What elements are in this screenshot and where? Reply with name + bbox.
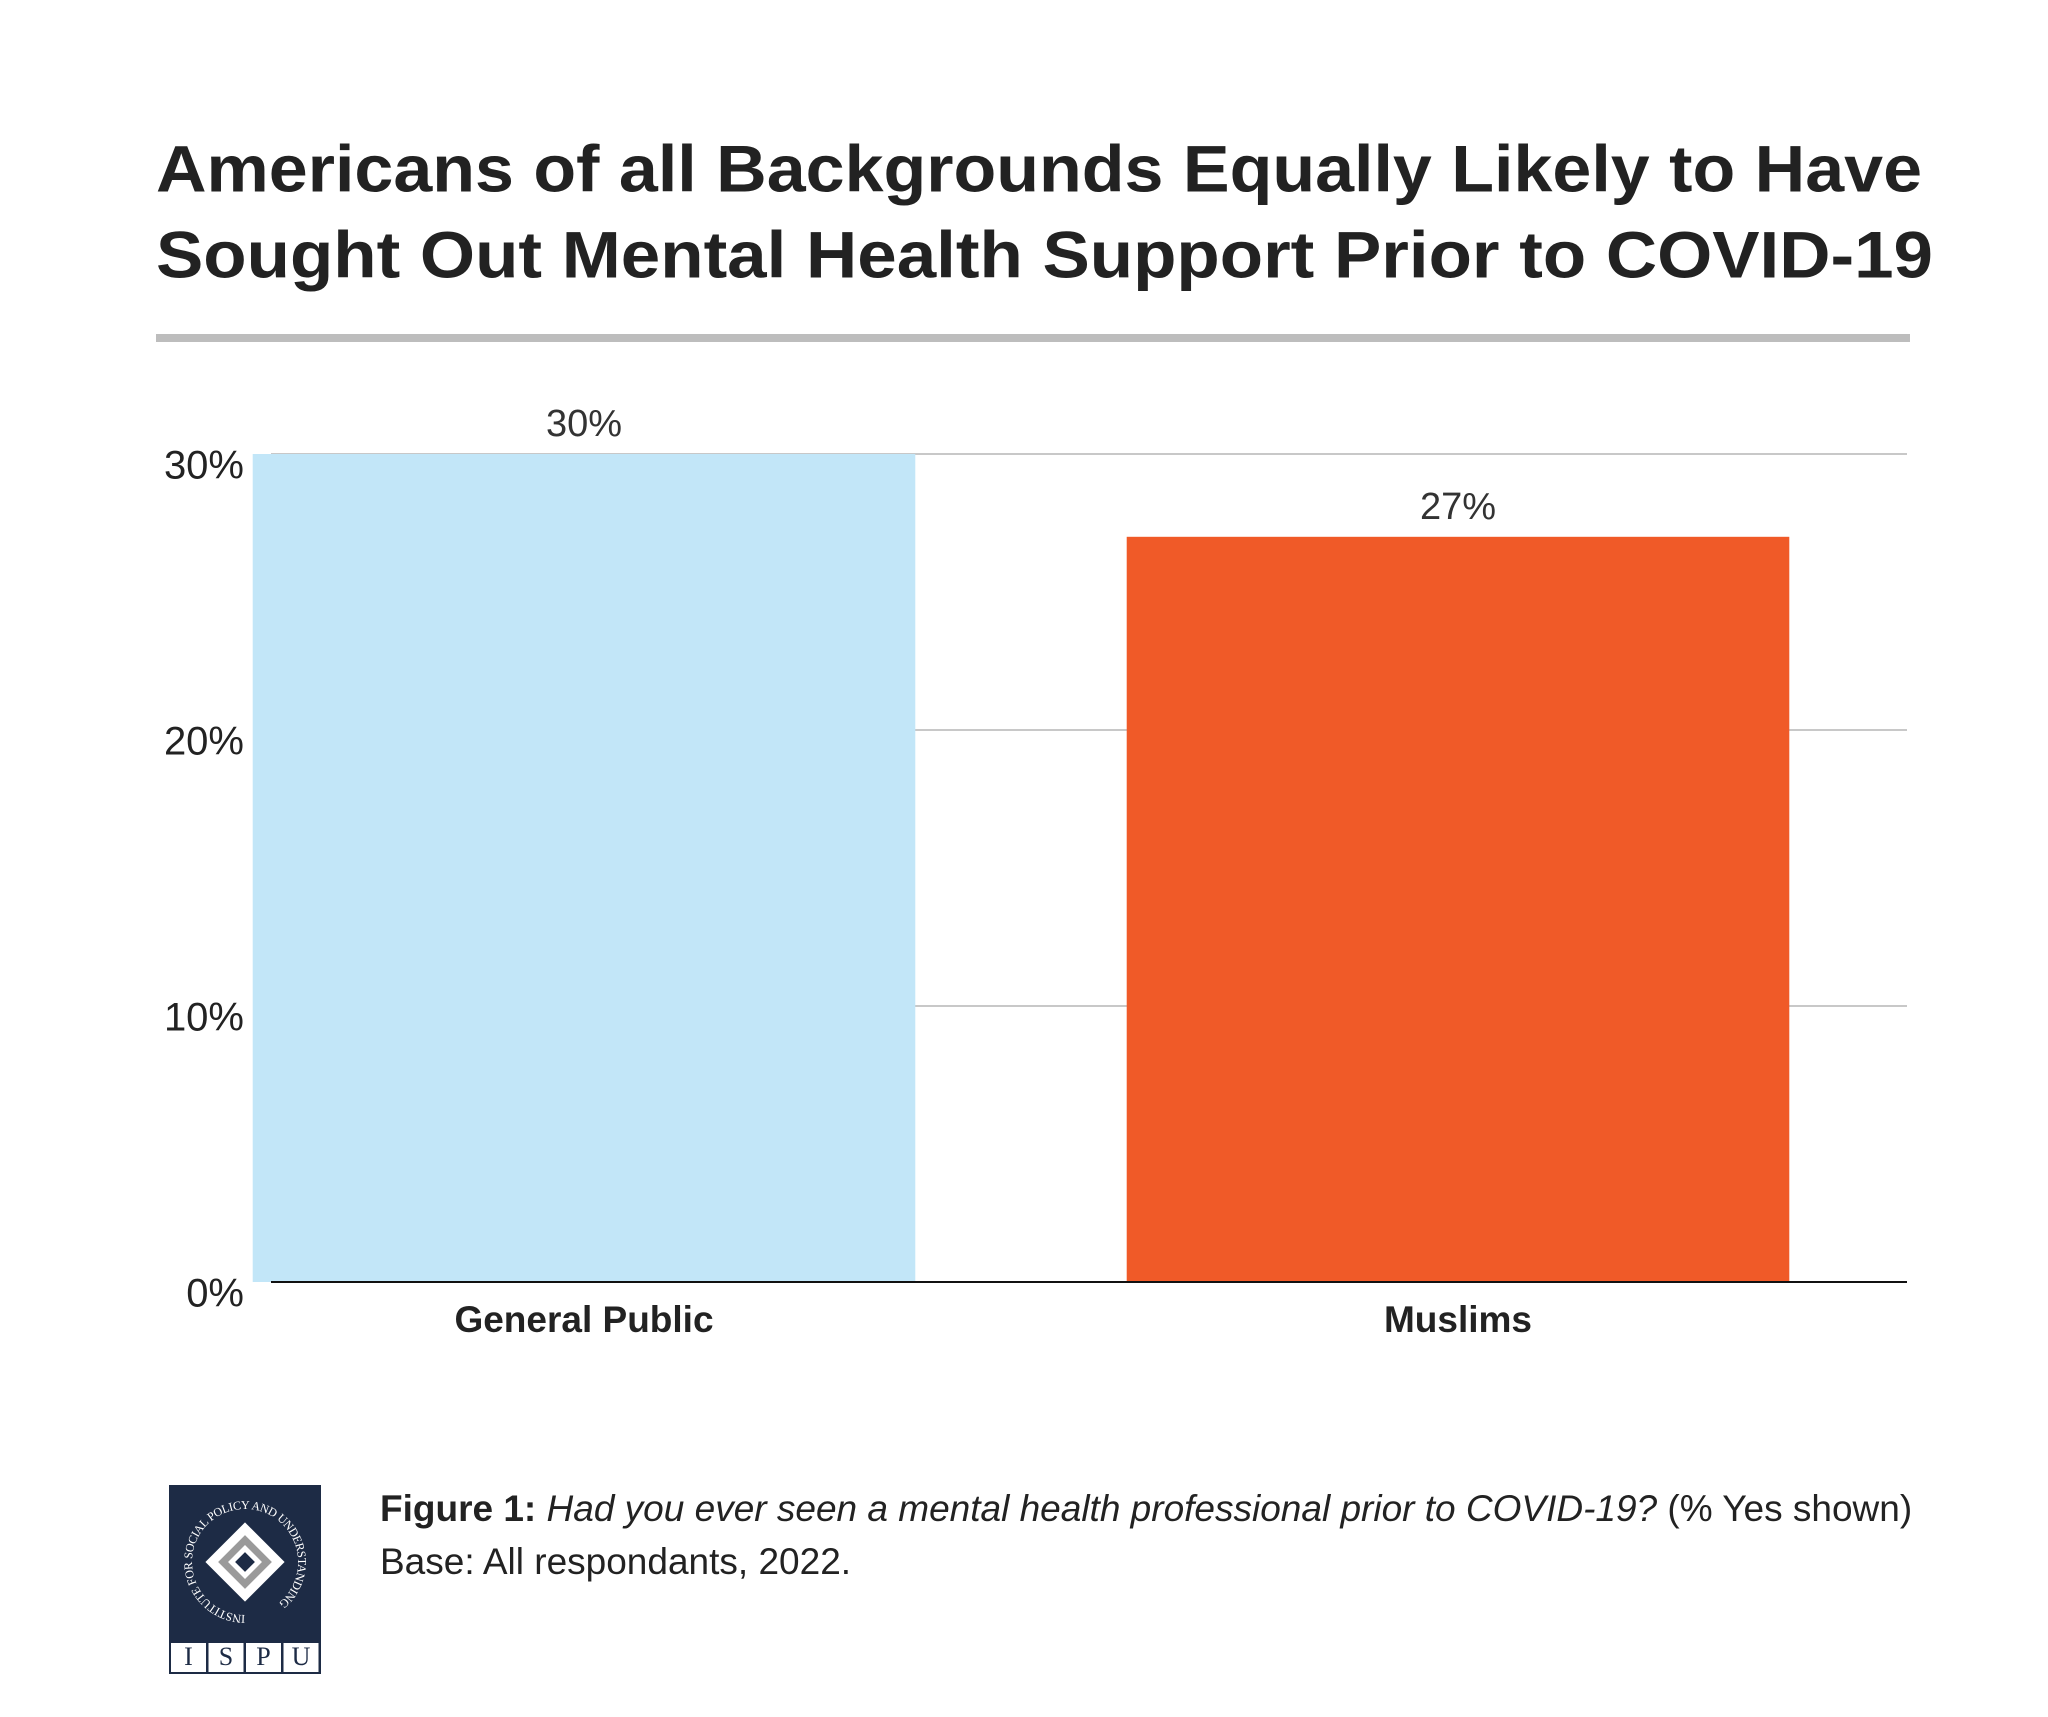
chart-title: Americans of all Backgrounds Equally Lik… — [156, 131, 1922, 205]
logo-letter-box — [246, 1643, 281, 1672]
chart-title: Sought Out Mental Health Support Prior t… — [156, 217, 1933, 291]
logo-letter: S — [219, 1642, 233, 1671]
y-tick-label: 0% — [186, 1272, 244, 1316]
logo-diamond — [235, 1552, 255, 1572]
value-label: 27% — [1420, 486, 1496, 528]
logo-letter-box — [171, 1643, 206, 1672]
logo-letter-box — [283, 1643, 319, 1672]
y-tick-label: 10% — [164, 996, 244, 1040]
title-rule — [156, 334, 1910, 342]
bar — [1126, 536, 1790, 1282]
caption-question: Had you ever seen a mental health profes… — [546, 1488, 1658, 1529]
logo: INSTITUTE FOR SOCIAL POLICY AND UNDERSTA… — [169, 1485, 321, 1674]
bar — [252, 454, 916, 1282]
y-tick-label: 20% — [164, 720, 244, 764]
x-tick-label: Muslims — [1384, 1299, 1532, 1340]
y-tick-label: 30% — [164, 444, 244, 488]
value-label: 30% — [546, 403, 622, 445]
logo-letter-box — [208, 1643, 244, 1672]
caption: Figure 1: Had you ever seen a mental hea… — [380, 1482, 1940, 1588]
x-tick-label: General Public — [454, 1299, 713, 1340]
logo-letter: P — [256, 1642, 270, 1671]
caption-label: Figure 1: — [380, 1488, 537, 1529]
logo-letter: U — [292, 1642, 311, 1671]
logo-letter: I — [184, 1642, 193, 1671]
caption-note: (% Yes shown) Base: All respondants, 202… — [380, 1488, 1913, 1582]
